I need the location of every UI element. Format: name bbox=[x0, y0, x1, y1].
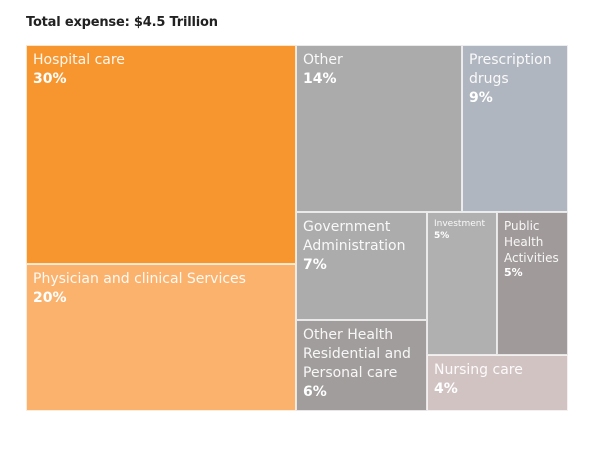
cell-label: Government Administration bbox=[303, 219, 406, 254]
cell-label: Investment bbox=[434, 219, 485, 229]
chart-title: Total expense: $4.5 Trillion bbox=[26, 15, 218, 30]
cell-value-label: 14% bbox=[303, 71, 337, 87]
treemap-cell-other: Other 14% bbox=[296, 45, 462, 212]
cell-label: Hospital care bbox=[33, 52, 125, 68]
cell-label: Other Health Residential and Personal ca… bbox=[303, 327, 411, 381]
cell-label: Physician and clinical Services bbox=[33, 271, 246, 287]
treemap-cell-other-health-residential-and-personal-care: Other Health Residential and Personal ca… bbox=[296, 320, 427, 411]
treemap-cell-government-administration: Government Administration 7% bbox=[296, 212, 427, 320]
cell-value-label: 9% bbox=[469, 90, 493, 106]
treemap-cell-physician-and-clinical-services: Physician and clinical Services 20% bbox=[26, 264, 296, 411]
treemap-cell-public-health-activities: Public Health Activities 5% bbox=[497, 212, 568, 355]
treemap-cell-nursing-care: Nursing care 4% bbox=[427, 355, 568, 411]
cell-label: Other bbox=[303, 52, 343, 68]
cell-label: Nursing care bbox=[434, 362, 523, 378]
treemap-cell-hospital-care: Hospital care 30% bbox=[26, 45, 296, 264]
cell-label: Prescription drugs bbox=[469, 52, 552, 87]
cell-value-label: 4% bbox=[434, 381, 458, 397]
cell-value-label: 5% bbox=[434, 231, 450, 241]
cell-label: Public Health Activities bbox=[504, 219, 559, 265]
treemap: Hospital care 30% Physician and clinical S… bbox=[26, 45, 568, 411]
cell-value-label: 20% bbox=[33, 290, 67, 306]
cell-value-label: 6% bbox=[303, 384, 327, 400]
cell-value-label: 5% bbox=[504, 266, 523, 279]
treemap-cell-investment: Investment 5% bbox=[427, 212, 497, 355]
cell-value-label: 30% bbox=[33, 71, 67, 87]
cell-value-label: 7% bbox=[303, 257, 327, 273]
treemap-cell-prescription-drugs: Prescription drugs 9% bbox=[462, 45, 568, 212]
